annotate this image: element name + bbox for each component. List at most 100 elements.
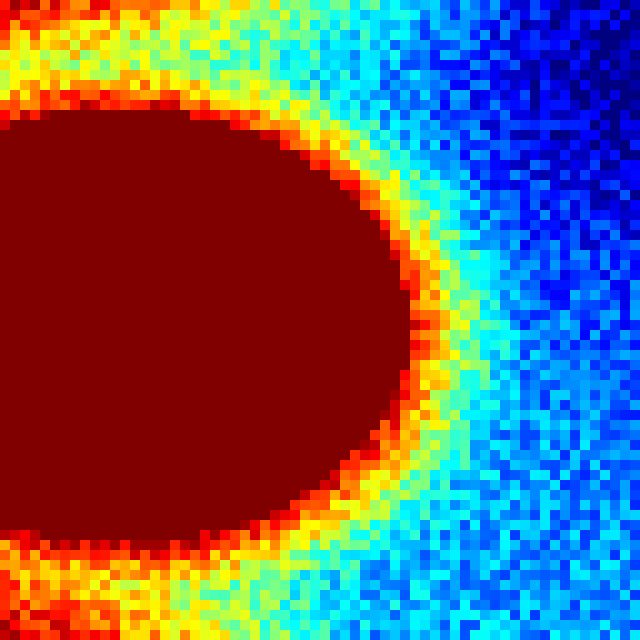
heatmap-cell bbox=[200, 210, 211, 221]
heatmap-cell bbox=[250, 70, 261, 81]
heatmap-cell bbox=[570, 420, 581, 431]
heatmap-cell bbox=[190, 70, 201, 81]
heatmap-cell bbox=[0, 370, 11, 381]
heatmap-cell bbox=[200, 500, 211, 511]
heatmap-cell bbox=[200, 320, 211, 331]
heatmap-cell bbox=[400, 380, 411, 391]
heatmap-cell bbox=[380, 60, 391, 71]
heatmap-cell bbox=[100, 390, 111, 401]
heatmap-cell bbox=[70, 40, 81, 51]
heatmap-cell bbox=[0, 270, 11, 281]
heatmap-cell bbox=[460, 260, 471, 271]
heatmap-cell bbox=[530, 520, 541, 531]
heatmap-cell bbox=[140, 350, 151, 361]
heatmap-cell bbox=[560, 400, 571, 411]
heatmap-cell bbox=[320, 500, 331, 511]
heatmap-cell bbox=[150, 280, 161, 291]
heatmap-cell bbox=[490, 410, 501, 421]
heatmap-cell bbox=[510, 330, 521, 341]
heatmap-cell bbox=[420, 370, 431, 381]
heatmap-cell bbox=[200, 80, 211, 91]
heatmap-cell bbox=[0, 440, 11, 451]
heatmap-cell bbox=[490, 370, 501, 381]
heatmap-cell bbox=[190, 230, 201, 241]
heatmap-cell bbox=[270, 320, 281, 331]
heatmap-cell bbox=[270, 630, 281, 640]
heatmap-cell bbox=[330, 380, 341, 391]
heatmap-cell bbox=[190, 470, 201, 481]
heatmap-cell bbox=[480, 220, 491, 231]
heatmap-cell bbox=[150, 500, 161, 511]
heatmap-cell bbox=[470, 350, 481, 361]
heatmap-cell bbox=[80, 570, 91, 581]
heatmap-cell bbox=[90, 310, 101, 321]
heatmap-cell bbox=[600, 160, 611, 171]
heatmap-cell bbox=[290, 590, 301, 601]
heatmap-cell bbox=[120, 260, 131, 271]
heatmap-cell bbox=[410, 530, 421, 541]
heatmap-cell bbox=[10, 330, 21, 341]
heatmap-cell bbox=[470, 170, 481, 181]
heatmap-cell bbox=[330, 350, 341, 361]
heatmap-cell bbox=[460, 140, 471, 151]
heatmap-cell bbox=[580, 460, 591, 471]
heatmap-cell bbox=[30, 440, 41, 451]
heatmap-cell bbox=[350, 340, 361, 351]
heatmap-cell bbox=[270, 140, 281, 151]
heatmap-cell bbox=[380, 530, 391, 541]
heatmap-cell bbox=[400, 170, 411, 181]
heatmap-cell bbox=[70, 540, 81, 551]
heatmap-cell bbox=[370, 140, 381, 151]
heatmap-cell bbox=[120, 610, 131, 621]
heatmap-cell bbox=[40, 90, 51, 101]
heatmap-cell bbox=[130, 540, 141, 551]
heatmap-cell bbox=[40, 420, 51, 431]
heatmap-cell bbox=[170, 90, 181, 101]
heatmap-cell bbox=[320, 460, 331, 471]
heatmap-cell bbox=[580, 620, 591, 631]
heatmap-cell bbox=[320, 440, 331, 451]
heatmap-cell bbox=[430, 490, 441, 501]
heatmap-cell bbox=[330, 510, 341, 521]
heatmap-cell bbox=[430, 80, 441, 91]
heatmap-cell bbox=[550, 490, 561, 501]
heatmap-cell bbox=[480, 510, 491, 521]
heatmap-cell bbox=[490, 590, 501, 601]
heatmap-cell bbox=[280, 330, 291, 341]
heatmap-cell bbox=[160, 390, 171, 401]
heatmap-cell bbox=[90, 610, 101, 621]
heatmap-cell bbox=[420, 0, 431, 11]
heatmap-cell bbox=[600, 170, 611, 181]
heatmap-cell bbox=[420, 480, 431, 491]
heatmap-cell bbox=[320, 280, 331, 291]
heatmap-cell bbox=[350, 400, 361, 411]
heatmap-cell bbox=[380, 140, 391, 151]
heatmap-cell bbox=[60, 40, 71, 51]
heatmap-cell bbox=[370, 100, 381, 111]
heatmap-cell bbox=[250, 440, 261, 451]
heatmap-cell bbox=[610, 540, 621, 551]
heatmap-cell bbox=[380, 440, 391, 451]
heatmap-cell bbox=[360, 320, 371, 331]
heatmap-cell bbox=[50, 220, 61, 231]
heatmap-cell bbox=[40, 180, 51, 191]
heatmap-cell bbox=[240, 40, 251, 51]
heatmap-cell bbox=[40, 590, 51, 601]
heatmap-cell bbox=[70, 150, 81, 161]
heatmap-cell bbox=[510, 0, 521, 11]
heatmap-cell bbox=[190, 380, 201, 391]
heatmap-cell bbox=[10, 310, 21, 321]
heatmap-cell bbox=[150, 580, 161, 591]
heatmap-cell bbox=[170, 80, 181, 91]
heatmap-cell bbox=[50, 250, 61, 261]
heatmap-cell bbox=[230, 350, 241, 361]
heatmap-cell bbox=[40, 600, 51, 611]
heatmap-cell bbox=[310, 380, 321, 391]
heatmap-cell bbox=[290, 500, 301, 511]
heatmap-cell bbox=[230, 280, 241, 291]
heatmap-cell bbox=[540, 530, 551, 541]
heatmap-cell bbox=[610, 320, 621, 331]
heatmap-cell bbox=[200, 630, 211, 640]
heatmap-cell bbox=[380, 480, 391, 491]
heatmap-cell bbox=[250, 290, 261, 301]
